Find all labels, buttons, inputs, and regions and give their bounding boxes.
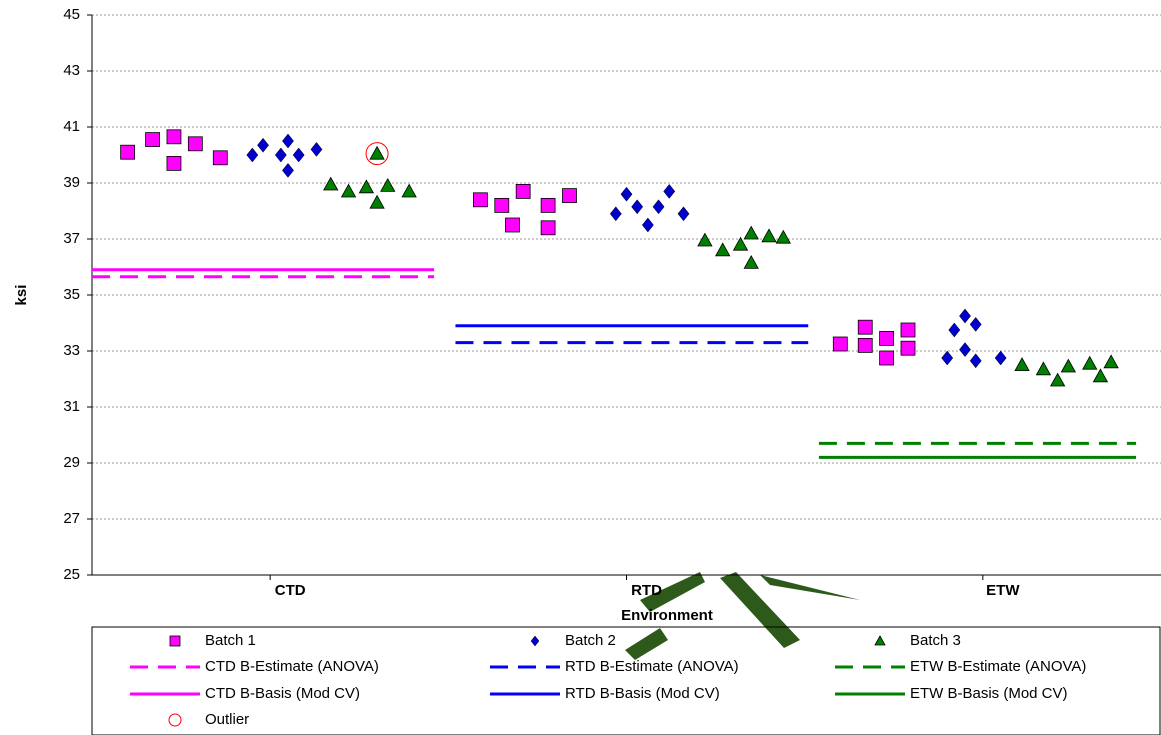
marker bbox=[516, 184, 530, 198]
marker bbox=[833, 337, 847, 351]
marker bbox=[167, 130, 181, 144]
marker bbox=[1036, 362, 1050, 375]
marker bbox=[1051, 373, 1065, 386]
legend-swatch bbox=[170, 636, 180, 646]
marker bbox=[473, 193, 487, 207]
marker bbox=[342, 184, 356, 197]
x-tick-label: RTD bbox=[631, 582, 662, 599]
marker bbox=[324, 177, 338, 190]
chart: Environment ksi 25 27 29 31 33 35 37 39 41 43 45 CT… bbox=[0, 0, 1161, 735]
watermark-shape bbox=[760, 575, 860, 600]
legend-label: CTD B-Estimate (ANOVA) bbox=[205, 658, 379, 675]
marker bbox=[188, 137, 202, 151]
y-tick-label: 35 bbox=[63, 286, 80, 303]
marker bbox=[653, 200, 664, 214]
marker bbox=[1083, 357, 1097, 370]
marker bbox=[370, 147, 384, 160]
legend-label: RTD B-Basis (Mod CV) bbox=[565, 685, 720, 702]
marker bbox=[282, 134, 293, 148]
x-axis-title: Environment bbox=[621, 607, 713, 624]
marker bbox=[562, 189, 576, 203]
marker bbox=[970, 317, 981, 331]
marker bbox=[970, 354, 981, 368]
marker bbox=[664, 184, 675, 198]
marker bbox=[257, 138, 268, 152]
marker bbox=[744, 226, 758, 239]
marker bbox=[880, 351, 894, 365]
marker bbox=[359, 180, 373, 193]
y-tick-label: 27 bbox=[63, 510, 80, 527]
marker bbox=[213, 151, 227, 165]
marker bbox=[293, 148, 304, 162]
marker bbox=[959, 309, 970, 323]
marker bbox=[495, 198, 509, 212]
x-tick-label: ETW bbox=[986, 582, 1020, 599]
legend-label: Outlier bbox=[205, 711, 249, 728]
marker bbox=[858, 320, 872, 334]
y-tick-label: 25 bbox=[63, 566, 80, 583]
legend-label: Batch 3 bbox=[910, 632, 961, 649]
marker bbox=[1093, 369, 1107, 382]
legend-label: ETW B-Estimate (ANOVA) bbox=[910, 658, 1086, 675]
marker bbox=[167, 156, 181, 170]
legend-swatch bbox=[875, 636, 885, 645]
marker bbox=[1015, 358, 1029, 371]
watermark-shape bbox=[625, 628, 668, 660]
marker bbox=[1061, 359, 1075, 372]
y-tick-label: 37 bbox=[63, 230, 80, 247]
marker bbox=[762, 229, 776, 242]
marker bbox=[678, 207, 689, 221]
marker bbox=[959, 343, 970, 357]
marker bbox=[776, 231, 790, 244]
marker bbox=[1104, 355, 1118, 368]
marker bbox=[632, 200, 643, 214]
marker bbox=[247, 148, 258, 162]
y-tick-label: 41 bbox=[63, 118, 80, 135]
marker bbox=[901, 323, 915, 337]
legend-label: Batch 2 bbox=[565, 632, 616, 649]
y-axis-title: ksi bbox=[13, 285, 30, 306]
legend-label: RTD B-Estimate (ANOVA) bbox=[565, 658, 739, 675]
marker bbox=[541, 198, 555, 212]
y-tick-label: 31 bbox=[63, 398, 80, 415]
marker bbox=[942, 351, 953, 365]
marker bbox=[901, 341, 915, 355]
y-tick-label: 29 bbox=[63, 454, 80, 471]
marker bbox=[880, 331, 894, 345]
marker bbox=[642, 218, 653, 232]
y-tick-label: 43 bbox=[63, 62, 80, 79]
marker bbox=[995, 351, 1006, 365]
y-tick-label: 33 bbox=[63, 342, 80, 359]
marker bbox=[610, 207, 621, 221]
marker bbox=[621, 187, 632, 201]
marker bbox=[744, 256, 758, 269]
y-tick-label: 39 bbox=[63, 174, 80, 191]
marker bbox=[311, 142, 322, 156]
x-tick-label: CTD bbox=[275, 582, 306, 599]
marker bbox=[381, 179, 395, 192]
marker bbox=[275, 148, 286, 162]
marker bbox=[121, 145, 135, 159]
marker bbox=[146, 133, 160, 147]
legend-swatch bbox=[169, 714, 181, 726]
legend-label: Batch 1 bbox=[205, 632, 256, 649]
marker bbox=[858, 338, 872, 352]
y-tick-label: 45 bbox=[63, 6, 80, 23]
legend-swatch bbox=[531, 636, 539, 646]
marker bbox=[949, 323, 960, 337]
marker bbox=[716, 243, 730, 256]
marker bbox=[370, 196, 384, 209]
legend-label: CTD B-Basis (Mod CV) bbox=[205, 685, 360, 702]
marker bbox=[282, 163, 293, 177]
marker bbox=[698, 233, 712, 246]
marker bbox=[505, 218, 519, 232]
marker bbox=[402, 184, 416, 197]
legend-label: ETW B-Basis (Mod CV) bbox=[910, 685, 1068, 702]
marker bbox=[541, 221, 555, 235]
